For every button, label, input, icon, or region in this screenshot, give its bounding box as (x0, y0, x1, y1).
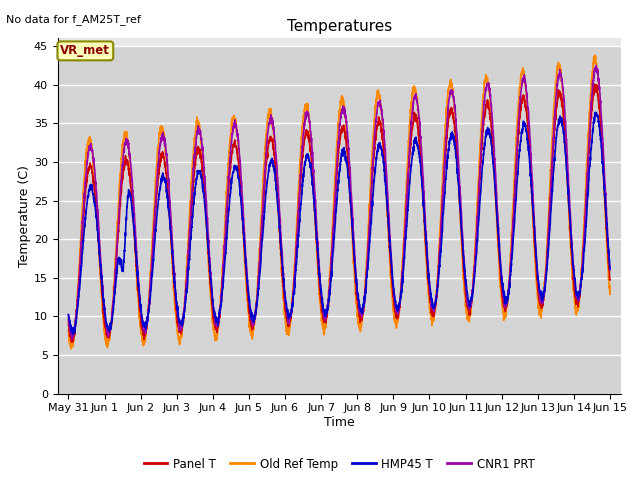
Bar (58, 355, 621, 394)
Bar (58, 123, 621, 162)
X-axis label: Time: Time (324, 416, 355, 429)
Text: VR_met: VR_met (60, 44, 110, 58)
Bar (58, 316, 621, 355)
Bar (58, 239, 621, 278)
Bar (58, 278, 621, 316)
Bar (58, 85, 621, 123)
Title: Temperatures: Temperatures (287, 20, 392, 35)
Bar (58, 46, 621, 85)
Y-axis label: Temperature (C): Temperature (C) (18, 165, 31, 267)
Text: No data for f_AM25T_ref: No data for f_AM25T_ref (6, 14, 141, 25)
Bar (58, 162, 621, 201)
Legend: Panel T, Old Ref Temp, HMP45 T, CNR1 PRT: Panel T, Old Ref Temp, HMP45 T, CNR1 PRT (139, 453, 540, 475)
Bar (58, 201, 621, 239)
